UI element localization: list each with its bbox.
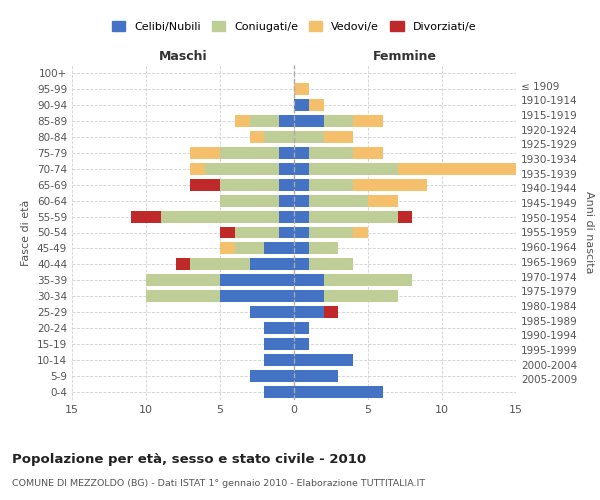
Bar — [294, 226, 309, 238]
Bar — [294, 242, 309, 254]
Bar — [279, 178, 294, 190]
Bar — [190, 178, 220, 190]
Bar — [294, 274, 323, 286]
Bar — [265, 131, 294, 143]
Bar — [235, 226, 279, 238]
Bar — [353, 226, 368, 238]
Bar — [250, 306, 294, 318]
Bar — [279, 210, 294, 222]
Bar — [398, 210, 412, 222]
Bar — [323, 115, 353, 127]
Bar — [323, 131, 353, 143]
Bar — [265, 354, 294, 366]
Bar — [294, 178, 309, 190]
Bar — [220, 226, 235, 238]
Bar — [161, 210, 279, 222]
Text: COMUNE DI MEZZOLDO (BG) - Dati ISTAT 1° gennaio 2010 - Elaborazione TUTTITALIA.I: COMUNE DI MEZZOLDO (BG) - Dati ISTAT 1° … — [12, 479, 425, 488]
Bar — [265, 322, 294, 334]
Bar — [190, 162, 205, 174]
Bar — [309, 258, 353, 270]
Y-axis label: Anni di nascita: Anni di nascita — [584, 191, 594, 274]
Bar — [309, 194, 368, 206]
Bar — [294, 370, 338, 382]
Bar — [250, 115, 279, 127]
Bar — [309, 147, 353, 158]
Bar — [294, 306, 323, 318]
Bar — [323, 290, 398, 302]
Bar — [309, 242, 338, 254]
Bar — [146, 274, 220, 286]
Bar — [220, 242, 235, 254]
Bar — [353, 115, 383, 127]
Bar — [323, 274, 412, 286]
Legend: Celibi/Nubili, Coniugati/e, Vedovi/e, Divorziati/e: Celibi/Nubili, Coniugati/e, Vedovi/e, Di… — [107, 17, 481, 36]
Bar — [294, 131, 323, 143]
Bar — [294, 147, 309, 158]
Bar — [294, 115, 323, 127]
Bar — [250, 131, 265, 143]
Bar — [279, 226, 294, 238]
Bar — [294, 162, 309, 174]
Bar — [309, 226, 353, 238]
Bar — [279, 115, 294, 127]
Bar — [265, 386, 294, 398]
Bar — [235, 242, 265, 254]
Bar — [294, 338, 309, 350]
Bar — [309, 162, 398, 174]
Bar — [309, 99, 323, 111]
Bar — [250, 370, 294, 382]
Bar — [398, 162, 516, 174]
Bar — [265, 338, 294, 350]
Bar — [279, 162, 294, 174]
Bar — [294, 258, 309, 270]
Bar — [279, 194, 294, 206]
Bar — [250, 258, 294, 270]
Bar — [294, 354, 353, 366]
Bar — [309, 178, 353, 190]
Bar — [294, 194, 309, 206]
Bar — [294, 99, 309, 111]
Text: Femmine: Femmine — [373, 50, 437, 62]
Bar — [323, 306, 338, 318]
Bar — [353, 147, 383, 158]
Bar — [176, 258, 190, 270]
Bar — [353, 178, 427, 190]
Bar — [220, 178, 279, 190]
Bar — [309, 210, 398, 222]
Bar — [265, 242, 294, 254]
Bar — [294, 322, 309, 334]
Bar — [220, 194, 279, 206]
Bar — [205, 162, 279, 174]
Text: Popolazione per età, sesso e stato civile - 2010: Popolazione per età, sesso e stato civil… — [12, 452, 366, 466]
Bar — [220, 290, 294, 302]
Bar — [294, 210, 309, 222]
Bar — [220, 274, 294, 286]
Bar — [190, 147, 220, 158]
Bar — [294, 386, 383, 398]
Text: Maschi: Maschi — [158, 50, 208, 62]
Bar — [368, 194, 398, 206]
Bar — [279, 147, 294, 158]
Bar — [294, 83, 309, 95]
Bar — [190, 258, 250, 270]
Bar — [220, 147, 279, 158]
Bar — [235, 115, 250, 127]
Y-axis label: Fasce di età: Fasce di età — [22, 200, 31, 266]
Bar — [131, 210, 161, 222]
Bar — [146, 290, 220, 302]
Bar — [294, 290, 323, 302]
